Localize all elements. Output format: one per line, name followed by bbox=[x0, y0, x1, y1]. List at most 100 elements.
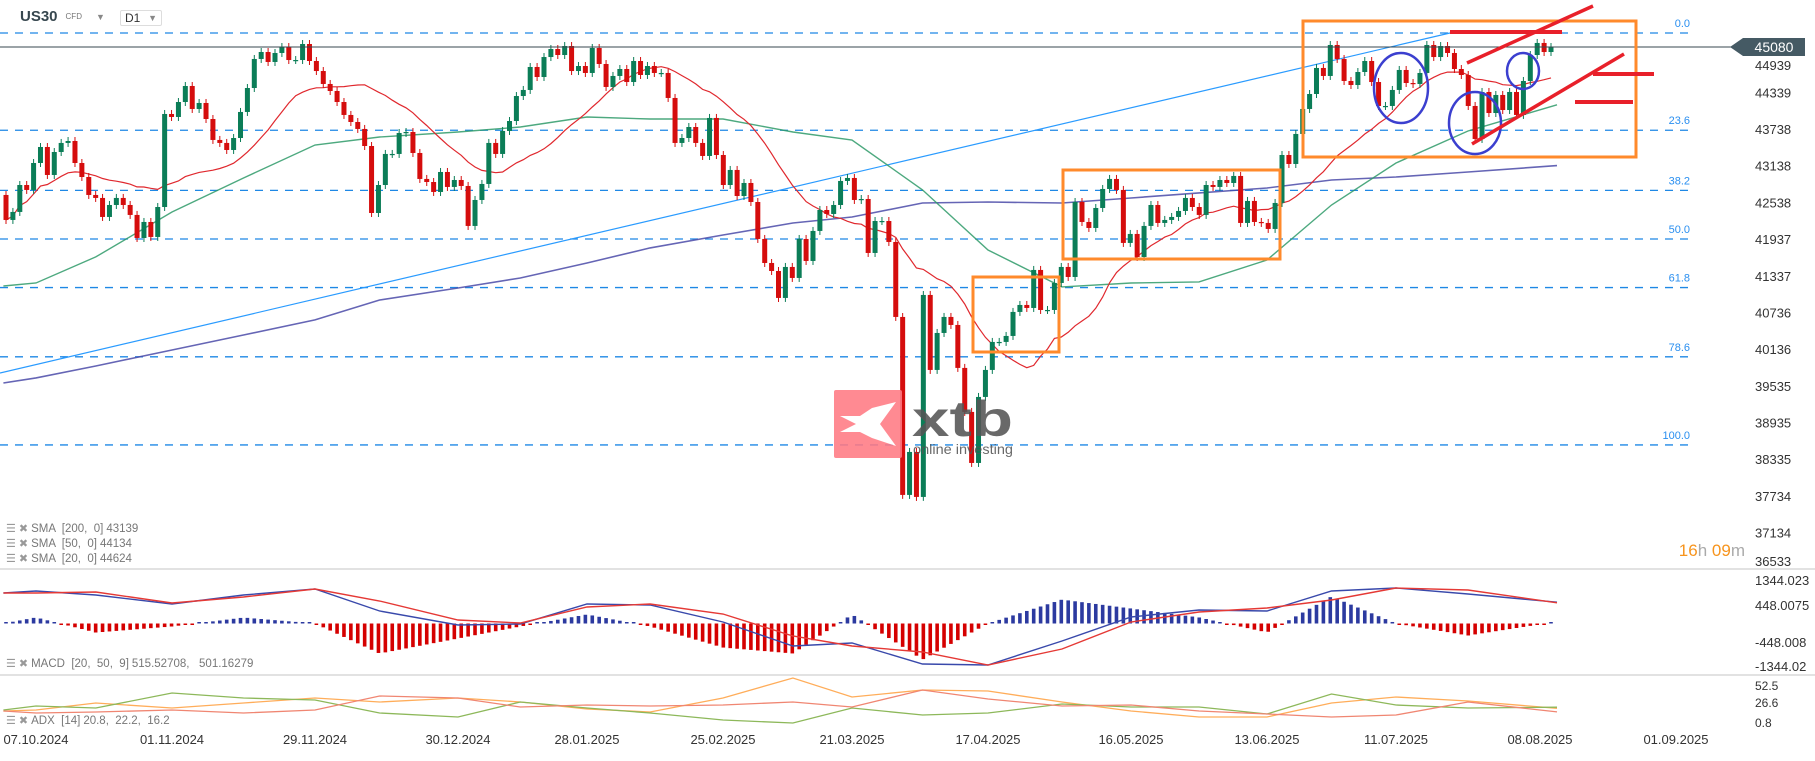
macd-histogram-bar bbox=[1238, 623, 1243, 627]
drag-handle-icon[interactable]: ☰ bbox=[6, 538, 16, 550]
candle bbox=[534, 62, 540, 82]
price-axis[interactable]: 44939 44339 43738 43138 42538 41937 41337 40736… bbox=[1755, 58, 1791, 569]
symbol-selector[interactable]: US30 CFD ▼ bbox=[20, 8, 105, 25]
candle-body bbox=[1313, 67, 1319, 94]
timeframe-select[interactable]: D1 ▼ bbox=[120, 10, 162, 26]
macd-histogram-bar bbox=[52, 622, 57, 624]
candle-body bbox=[1203, 184, 1209, 215]
macd-histogram-bar bbox=[1128, 608, 1133, 624]
svg-text:45080: 45080 bbox=[1755, 39, 1794, 55]
candle-body bbox=[417, 152, 423, 179]
candle bbox=[458, 175, 464, 190]
macd-histogram-bar bbox=[480, 623, 484, 634]
macd-histogram-bar bbox=[1093, 603, 1098, 624]
candle-body bbox=[493, 142, 499, 154]
macd-histogram-bar bbox=[86, 623, 91, 631]
candle bbox=[251, 54, 257, 93]
legend-label: MACD [20, 50, 9] bbox=[31, 658, 129, 670]
consolidation-box-3[interactable] bbox=[1301, 19, 1638, 159]
legend-sma200[interactable]: ☰ ✖ SMA [200, 0] 43139 bbox=[6, 523, 138, 536]
macd-histogram-bar bbox=[845, 617, 850, 624]
channel-lower-line[interactable] bbox=[1471, 52, 1625, 146]
candle bbox=[217, 135, 223, 147]
drag-handle-icon[interactable]: ☰ bbox=[6, 715, 16, 727]
highlight-circle-1[interactable] bbox=[1372, 51, 1430, 125]
candle bbox=[334, 87, 340, 107]
candle bbox=[927, 290, 933, 374]
candle bbox=[569, 42, 575, 76]
highlight-circle-2[interactable] bbox=[1447, 90, 1503, 156]
legend-adx[interactable]: ☰ ✖ ADX [14] 20.8, 22.2, 16.2 bbox=[6, 715, 170, 728]
drag-handle-icon[interactable]: ☰ bbox=[6, 658, 16, 670]
macd-signal-line bbox=[3, 587, 1558, 666]
chevron-down-icon[interactable]: ▼ bbox=[95, 11, 105, 22]
legend-sma50[interactable]: ☰ ✖ SMA [50, 0] 44134 bbox=[6, 538, 132, 551]
candle bbox=[1403, 65, 1409, 87]
macd-histogram-bar bbox=[1190, 616, 1195, 624]
macd-histogram-bar bbox=[824, 623, 829, 632]
candle bbox=[865, 194, 871, 257]
macd-histogram-bar bbox=[411, 623, 415, 648]
candle bbox=[617, 65, 623, 80]
candle-body bbox=[327, 83, 333, 92]
candle bbox=[224, 138, 230, 154]
candle-body bbox=[148, 221, 154, 237]
candle bbox=[651, 62, 657, 77]
consolidation-box-1[interactable] bbox=[971, 275, 1061, 354]
macd-histogram-bar bbox=[459, 623, 464, 638]
candle bbox=[175, 98, 181, 121]
legend-sma20[interactable]: ☰ ✖ SMA [20, 0] 44624 bbox=[6, 553, 132, 566]
macd-histogram-bar bbox=[355, 623, 360, 644]
close-icon[interactable]: ✖ bbox=[18, 523, 29, 535]
candle-body bbox=[396, 132, 402, 154]
candle-body bbox=[1362, 60, 1368, 72]
candle-body bbox=[555, 49, 561, 56]
date-axis[interactable]: 07.10.2024 01.11.2024 29.11.2024 30.12.2024… bbox=[3, 732, 1708, 747]
candle-body bbox=[1258, 221, 1264, 224]
minus-di-line bbox=[3, 689, 1558, 718]
candle-body bbox=[1155, 204, 1161, 223]
candle bbox=[1479, 87, 1485, 143]
candle bbox=[348, 110, 354, 126]
legend-label: ADX [14] bbox=[31, 715, 81, 727]
macd-histogram-bar bbox=[376, 623, 381, 653]
macd-histogram-bar bbox=[852, 615, 857, 624]
consolidation-box-2[interactable] bbox=[1061, 168, 1282, 261]
channel-upper-line[interactable] bbox=[1466, 4, 1594, 65]
candle-body bbox=[203, 102, 209, 119]
candle bbox=[1169, 212, 1175, 224]
drag-handle-icon[interactable]: ☰ bbox=[6, 523, 16, 535]
legend-macd[interactable]: ☰ ✖ MACD [20, 50, 9] 515.52708, 501.16279 bbox=[6, 658, 253, 671]
macd-line bbox=[3, 587, 1558, 666]
macd-histogram-bar bbox=[804, 623, 808, 645]
macd-histogram-bar bbox=[487, 623, 491, 633]
candle-body bbox=[500, 130, 506, 154]
macd-histogram-bar bbox=[880, 623, 884, 634]
candle-body bbox=[341, 102, 347, 115]
macd-histogram-bar bbox=[983, 623, 988, 625]
candle-body bbox=[1003, 335, 1009, 342]
close-icon[interactable]: ✖ bbox=[18, 553, 29, 565]
candle bbox=[1514, 87, 1520, 119]
drag-handle-icon[interactable]: ☰ bbox=[6, 553, 16, 565]
macd-histogram-bar bbox=[362, 623, 367, 647]
candle bbox=[389, 149, 395, 158]
macd-histogram-bar bbox=[121, 623, 126, 631]
legend-label: SMA [50, 0] bbox=[31, 538, 97, 550]
macd-histogram-bar bbox=[369, 623, 374, 650]
macd-histogram-bar bbox=[562, 618, 567, 624]
candle-body bbox=[51, 151, 57, 175]
candle bbox=[1548, 43, 1554, 57]
close-icon[interactable]: ✖ bbox=[18, 658, 29, 670]
close-icon[interactable]: ✖ bbox=[18, 715, 29, 727]
highlight-circle-3[interactable] bbox=[1505, 51, 1541, 91]
macd-histogram-bar bbox=[24, 619, 29, 624]
close-icon[interactable]: ✖ bbox=[18, 538, 29, 550]
candle bbox=[575, 62, 581, 76]
macd-histogram-bar bbox=[1100, 604, 1105, 624]
trendline[interactable] bbox=[0, 32, 1451, 374]
annotations[interactable] bbox=[971, 4, 1654, 354]
candle bbox=[86, 172, 92, 199]
macd-histogram-bar bbox=[1328, 597, 1333, 624]
